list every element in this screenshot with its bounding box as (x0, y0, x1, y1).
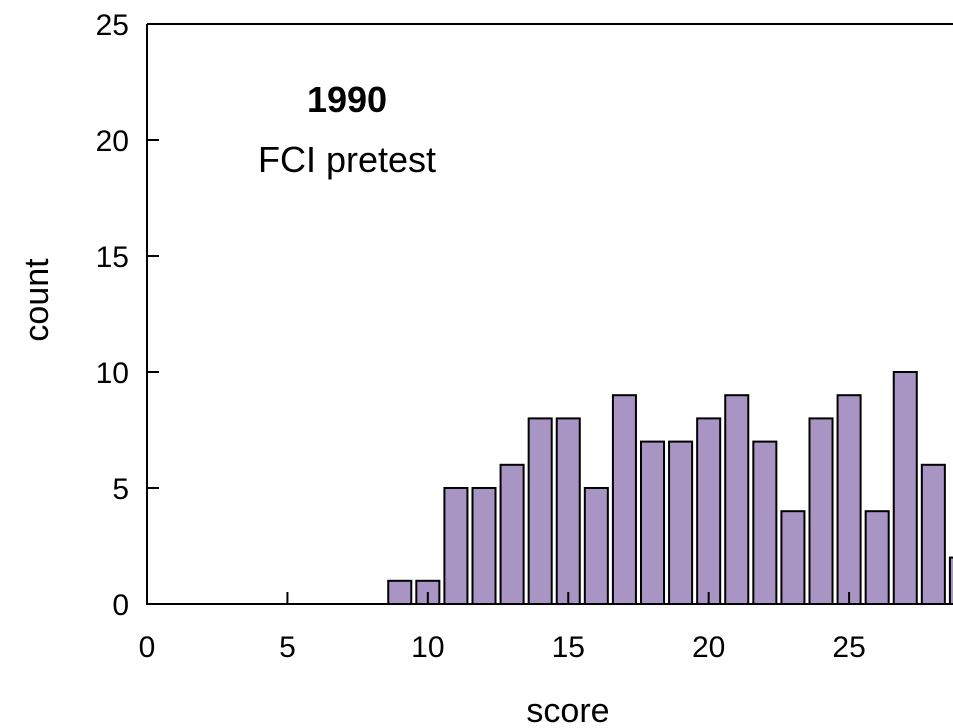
bar-score-26 (864, 510, 890, 604)
bar-score-15 (555, 417, 581, 604)
y-tick-label: 10 (96, 357, 129, 390)
x-tick-label: 25 (832, 631, 865, 664)
bar-score-20 (696, 417, 722, 604)
bar-series (387, 371, 953, 604)
bar-score-14 (527, 417, 553, 604)
y-axis-ticks: 0 5 10 15 20 25 (96, 9, 159, 622)
x-tick-label: 10 (411, 631, 444, 664)
bar-score-18 (639, 440, 666, 604)
chart-annotation-year: 1990 (307, 79, 387, 120)
x-tick-label: 0 (139, 631, 156, 664)
y-tick-label: 5 (112, 473, 129, 506)
bar-score-24 (808, 417, 834, 604)
bar-score-12 (471, 487, 497, 604)
y-tick-label: 0 (112, 589, 129, 622)
bar-score-25 (836, 394, 862, 604)
bar-score-17 (611, 394, 637, 604)
x-axis-label: score (526, 692, 609, 728)
bar-score-16 (583, 487, 609, 604)
chart-annotation-label: FCI pretest (258, 139, 436, 180)
x-tick-label: 20 (692, 631, 725, 664)
bar-score-9 (387, 579, 413, 604)
bar-score-13 (499, 463, 525, 604)
bar-score-29 (948, 556, 953, 604)
bar-score-28 (920, 463, 946, 604)
bar-score-19 (668, 440, 694, 604)
x-axis-ticks: 0 5 10 15 20 25 (139, 592, 866, 664)
x-tick-label: 5 (279, 631, 296, 664)
bar-score-23 (780, 510, 806, 604)
bar-score-27 (892, 371, 918, 604)
y-tick-label: 25 (96, 9, 129, 42)
x-tick-label: 15 (552, 631, 585, 664)
y-tick-label: 15 (96, 241, 129, 274)
bar-score-11 (443, 487, 469, 604)
bar-score-21 (724, 394, 750, 604)
y-axis-label: count (18, 258, 56, 342)
y-tick-label: 20 (96, 125, 129, 158)
bar-score-22 (752, 440, 778, 604)
